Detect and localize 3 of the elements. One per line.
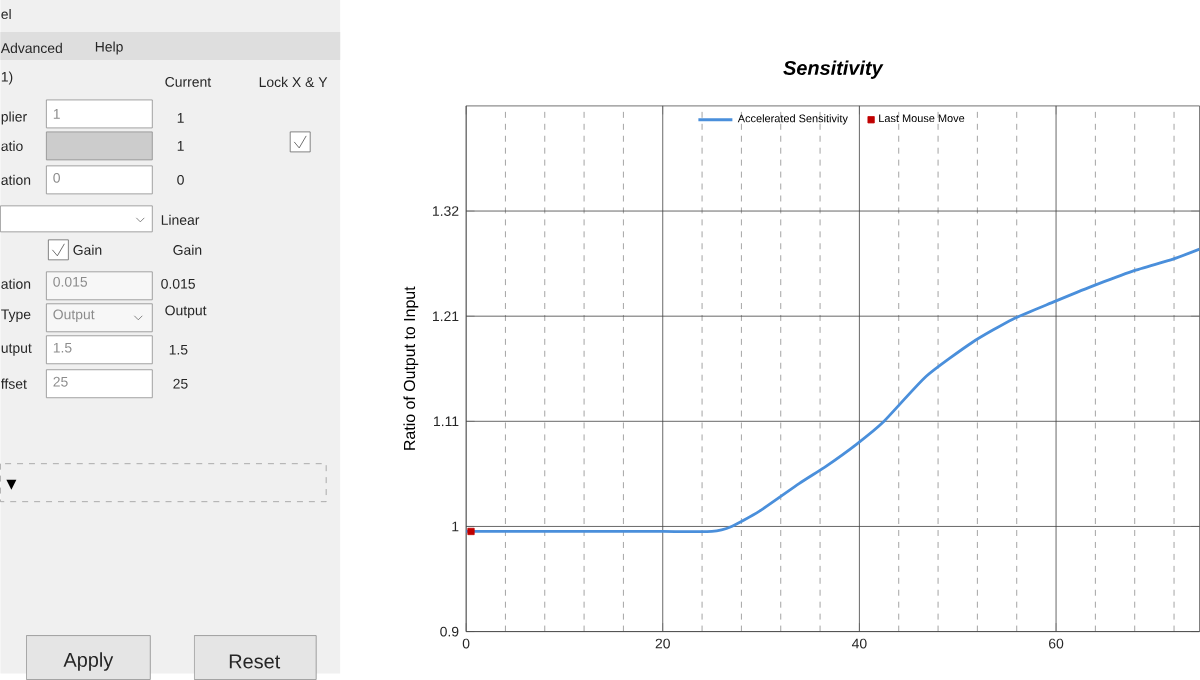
text: Reset bbox=[229, 654, 281, 669]
chart-title: Sensitivity bbox=[783, 60, 884, 79]
text: Apply bbox=[63, 652, 114, 671]
